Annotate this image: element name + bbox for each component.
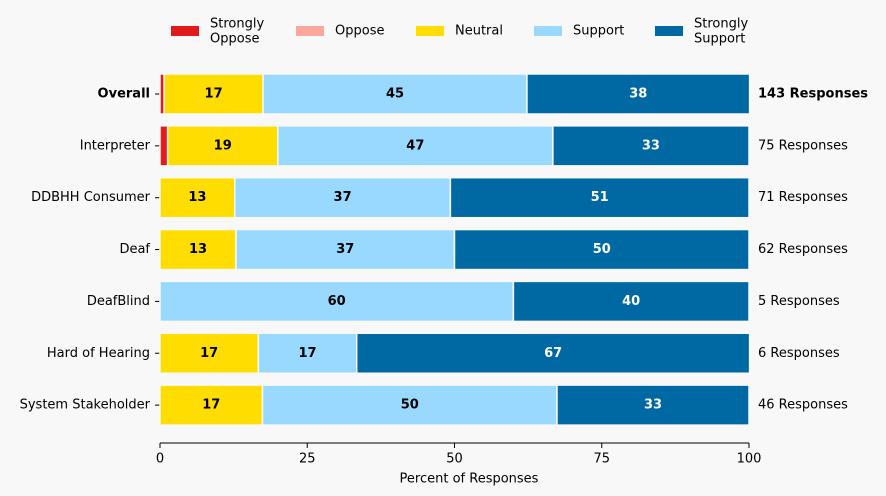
bar-segment [159,176,236,219]
legend-label: Strongly Oppose [210,16,264,46]
value-label: 19 [214,138,232,153]
value-label: 45 [386,87,404,102]
x-tick-label: 100 [737,452,762,467]
value-label: 17 [200,346,218,361]
bar-segment [512,280,750,323]
bar-segment [552,125,750,167]
value-label: 17 [205,87,223,102]
response-count: 62 Responses [758,242,848,257]
bar-segment [159,228,237,271]
bar-segment [449,176,750,219]
bar-segment [355,332,751,374]
bar-segment [235,228,456,271]
y-tick-label: Overall [98,87,150,102]
value-label: 17 [202,398,220,413]
legend-label: Oppose [335,24,384,39]
bar-segment [234,176,452,219]
legend-label: Support [573,24,624,39]
response-count: 5 Responses [758,294,840,309]
x-tick-label: 0 [156,452,164,467]
response-count: 46 Responses [758,398,848,413]
bar-segment [556,384,750,426]
value-label: 37 [336,242,354,257]
x-tick-label: 50 [446,452,463,467]
legend-swatch [655,26,683,36]
value-label: 50 [401,398,419,413]
response-count: 143 Responses [758,87,868,102]
value-label: 40 [622,294,640,309]
value-label: 67 [544,346,562,361]
x-tick-label: 25 [299,452,316,467]
value-label: 33 [642,138,660,153]
x-axis-label: Percent of Responses [400,472,539,487]
bar-segment [257,332,358,374]
x-tick-label: 75 [593,452,610,467]
value-label: 37 [334,190,352,205]
y-tick-label: DDBHH Consumer [31,190,151,205]
y-tick-label: Deaf [119,242,150,257]
value-label: 13 [189,242,207,257]
value-label: 60 [328,294,346,309]
value-label: 50 [593,242,611,257]
legend-swatch [171,26,199,36]
legend-label: Strongly Support [694,16,748,46]
value-label: 51 [591,190,609,205]
y-tick-label: DeafBlind [87,294,150,309]
legend-label: Neutral [455,24,503,39]
response-count: 75 Responses [758,138,848,153]
legend-swatch [534,26,562,36]
y-tick-label: Interpreter [80,138,151,153]
legend-swatch [416,26,444,36]
value-label: 17 [298,346,316,361]
response-count: 6 Responses [758,346,840,361]
bar-segment [163,73,264,115]
value-label: 47 [406,138,424,153]
legend-swatch [296,26,324,36]
y-tick-label: Hard of Hearing [47,346,150,361]
response-count: 71 Responses [758,190,848,205]
bar-segment [261,384,558,426]
bar-segment [159,125,169,167]
bar-segment [526,73,751,115]
bar-segment [453,228,750,271]
value-label: 38 [629,87,647,102]
value-label: 33 [644,398,662,413]
value-label: 13 [188,190,206,205]
y-tick-label: System Stakeholder [20,398,151,413]
